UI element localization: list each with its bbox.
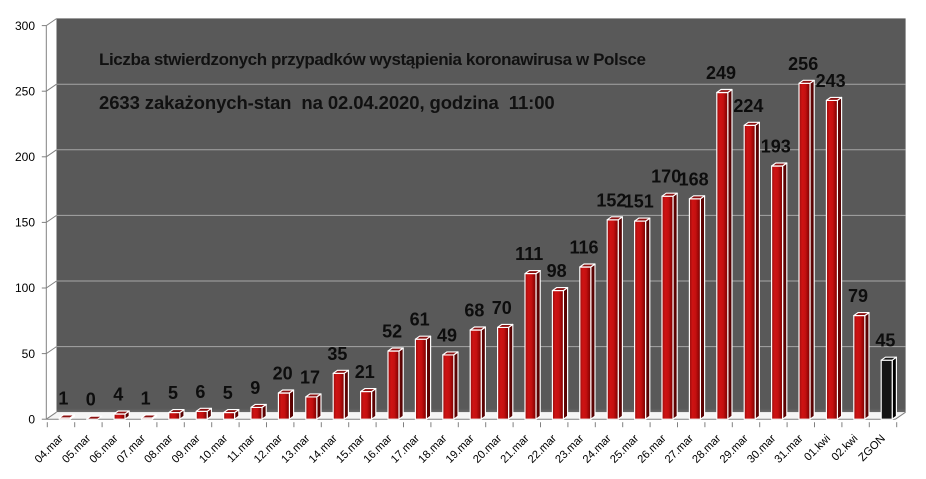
svg-text:98: 98 xyxy=(547,261,567,281)
svg-text:20: 20 xyxy=(273,364,293,384)
svg-text:70: 70 xyxy=(492,298,512,318)
svg-text:5: 5 xyxy=(168,383,178,403)
svg-text:0: 0 xyxy=(86,390,96,410)
svg-text:61: 61 xyxy=(410,310,430,330)
svg-text:1: 1 xyxy=(141,388,151,408)
svg-text:4: 4 xyxy=(113,385,123,405)
svg-text:49: 49 xyxy=(437,325,457,345)
svg-text:150: 150 xyxy=(15,216,35,230)
svg-text:193: 193 xyxy=(761,137,791,157)
svg-text:168: 168 xyxy=(679,169,709,189)
svg-text:0: 0 xyxy=(28,412,35,426)
svg-text:249: 249 xyxy=(706,63,736,83)
svg-text:79: 79 xyxy=(848,286,868,306)
svg-text:9: 9 xyxy=(250,378,260,398)
svg-text:Liczba stwierdzonych przypadkó: Liczba stwierdzonych przypadków wystąpie… xyxy=(99,50,646,69)
svg-text:152: 152 xyxy=(596,190,626,210)
svg-text:35: 35 xyxy=(327,344,347,364)
svg-text:243: 243 xyxy=(816,71,846,91)
svg-text:300: 300 xyxy=(15,19,35,33)
svg-text:68: 68 xyxy=(464,301,484,321)
svg-text:256: 256 xyxy=(788,54,818,74)
svg-text:5: 5 xyxy=(223,383,233,403)
svg-text:224: 224 xyxy=(733,96,763,116)
svg-text:250: 250 xyxy=(15,84,35,98)
svg-text:111: 111 xyxy=(515,244,543,264)
svg-text:17: 17 xyxy=(300,367,320,387)
svg-text:170: 170 xyxy=(651,167,681,187)
svg-text:200: 200 xyxy=(15,150,35,164)
svg-text:52: 52 xyxy=(382,322,402,342)
svg-text:100: 100 xyxy=(15,281,35,295)
svg-text:50: 50 xyxy=(22,347,36,361)
svg-text:6: 6 xyxy=(195,382,205,402)
svg-text:21: 21 xyxy=(355,362,375,382)
svg-text:1: 1 xyxy=(58,388,68,408)
svg-text:45: 45 xyxy=(875,331,895,351)
svg-text:2633 zakażonych-stan na 02.04: 2633 zakażonych-stan na 02.04.2020, godz… xyxy=(99,92,555,113)
svg-text:116: 116 xyxy=(569,238,598,258)
svg-text:151: 151 xyxy=(624,192,654,212)
